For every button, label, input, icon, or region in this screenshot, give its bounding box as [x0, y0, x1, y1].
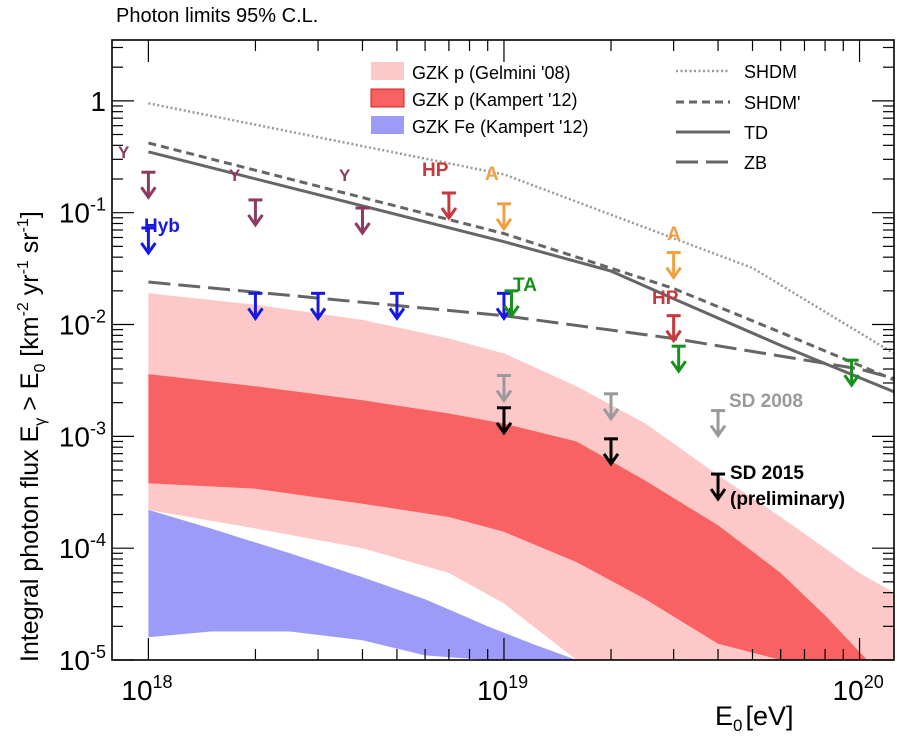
x-axis-label: E0 [eV]	[715, 701, 794, 735]
legend-label-gelmini: GZK p (Gelmini '08)	[412, 63, 570, 83]
legend-swatch-kampert-fe	[371, 116, 404, 134]
limit-arrow-sd-2008-3	[709, 409, 727, 439]
limit-arrow-hyb-4	[388, 291, 406, 321]
label-y-3: Y	[339, 166, 351, 185]
legend-label-td: TD	[744, 123, 768, 143]
limit-arrow-hp-2	[665, 314, 682, 344]
limit-arrow-sd-2015-1	[495, 406, 513, 436]
chart-title: Photon limits 95% C.L.	[116, 5, 318, 27]
legend: GZK p (Gelmini '08) GZK p (Kampert '12) …	[370, 62, 800, 173]
band-gzk-fe-kampert-12	[148, 509, 577, 660]
legend-label-zb: ZB	[744, 153, 767, 173]
limit-arrow-sd-2008-2	[602, 392, 620, 422]
limit-arrow-ta-3	[843, 358, 860, 388]
label-hp-1: HP	[422, 160, 449, 181]
label-hyb: Hyb	[144, 216, 180, 237]
limit-arrow-hyb-1	[140, 226, 157, 256]
limit-arrow-y-2	[247, 198, 264, 228]
label-y-1: Y	[118, 143, 130, 162]
limit-arrow-hp-1	[440, 191, 458, 221]
limit-arrow-y-1	[140, 170, 157, 200]
limit-labels: Y Y Y HP HP A A Hyb TA SD 2008 SD 2015 (…	[118, 143, 845, 510]
legend-swatch-kampert-p	[370, 88, 405, 108]
label-sd2015: SD 2015	[730, 463, 804, 484]
y-tick-label: 10-4	[59, 530, 106, 564]
legend-label-kampert-p: GZK p (Kampert '12)	[412, 90, 578, 110]
label-sd2015-preliminary: (preliminary)	[730, 489, 845, 510]
model-line-shdm	[148, 102, 895, 355]
limit-arrow-a-2	[665, 251, 682, 281]
legend-swatch-gelmini	[371, 62, 404, 80]
y-tick-label: 10-5	[59, 642, 106, 676]
limit-arrow-ta-2	[670, 344, 687, 374]
limit-arrow-sd-2015-2	[602, 437, 620, 467]
label-y-2: Y	[229, 166, 241, 185]
y-tick-label: 10-1	[59, 195, 106, 229]
legend-label-shdm: SHDM	[744, 62, 797, 82]
limit-arrow-ta-1	[503, 289, 520, 319]
band-gzk-p-kampert-12	[148, 374, 868, 660]
y-tick-label: 10-2	[59, 307, 106, 341]
limit-arrow-a-1	[495, 202, 513, 232]
x-tick-label: 1020	[833, 672, 884, 706]
limit-arrow-y-3	[354, 206, 371, 236]
limit-arrow-hyb-3	[309, 291, 327, 321]
label-a-2: A	[667, 224, 681, 245]
limit-arrows-layer	[140, 170, 860, 502]
label-sd2008: SD 2008	[729, 391, 803, 412]
x-tick-label: 1018	[121, 672, 172, 706]
model-line-td	[148, 150, 895, 394]
label-hp-2: HP	[652, 288, 679, 309]
limit-arrow-sd-2008-1	[495, 373, 513, 404]
legend-label-shdm-prime: SHDM'	[744, 93, 800, 113]
axis-ticks-layer: 1018 1019 1020 10-5 10-4 10-3 10-2 10-1 1	[59, 40, 894, 706]
y-axis-label: Integral photon flux Eγ > E0 [km-2 yr-1 …	[15, 211, 49, 662]
plot-frame	[111, 39, 895, 661]
label-a-1: A	[485, 164, 499, 185]
label-ta: TA	[513, 275, 537, 296]
x-tick-label: 1019	[477, 672, 528, 706]
legend-label-kampert-fe: GZK Fe (Kampert '12)	[412, 117, 588, 137]
limit-arrow-sd-2015-3	[709, 472, 727, 502]
bands-layer	[148, 293, 894, 660]
y-tick-label: 10-3	[59, 418, 106, 452]
y-tick-label: 1	[90, 86, 106, 117]
limit-arrow-hyb-2	[247, 291, 264, 321]
